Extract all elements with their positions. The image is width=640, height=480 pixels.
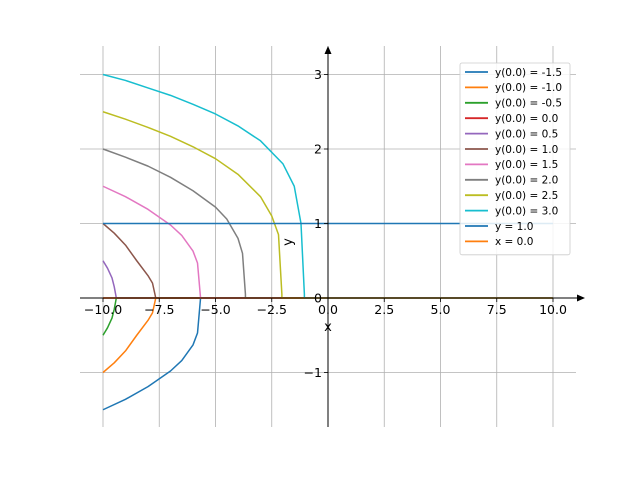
legend-entry: y(0.0) = -0.5 [495,98,562,110]
x-tick-label: 10.0 [539,302,567,317]
series-line-7 [102,148,553,299]
y-tick-label: 3 [314,67,322,82]
x-tick-label: 0.0 [318,302,338,317]
ticks: −10.0 −7.5 −5.0 −2.5 0.0 2.5 5.0 7.5 10.0 −1 0 1 2 3 [84,67,567,380]
x-tick-label: −10.0 [84,302,122,317]
x-axis-label: x [324,320,332,335]
legend-entry: y(0.0) = -1.5 [495,67,562,79]
series-line-8 [102,111,553,299]
x-tick-label: −5.0 [200,302,230,317]
legend-entry: y = 1.0 [495,221,533,233]
x-tick-label: 7.5 [487,302,507,317]
x-axis-arrow [577,294,585,302]
legend-entry: y(0.0) = 2.5 [495,190,558,202]
legend-entry: y(0.0) = 0.5 [495,128,558,140]
x-tick-label: 2.5 [374,302,394,317]
legend: y(0.0) = -1.5 y(0.0) = -1.0 y(0.0) = -0.5 y… [459,62,571,256]
y-axis-arrow [324,46,332,54]
y-axis-label: y [281,238,296,246]
y-tick-label: 1 [314,216,322,231]
y-tick-label: −1 [304,365,322,380]
legend-entry: y(0.0) = 1.0 [495,144,558,156]
axes [80,46,585,427]
legend-entry: y(0.0) = -1.0 [495,82,562,94]
legend-entry: y(0.0) = 1.5 [495,159,558,171]
legend-entry: y(0.0) = 2.0 [495,175,558,187]
series-line-9 [102,73,553,299]
x-tick-label: −2.5 [257,302,287,317]
legend-entry: y(0.0) = 0.0 [495,113,558,125]
legend-box [459,62,571,256]
y-tick-label: 2 [314,142,322,157]
x-tick-label: 5.0 [431,302,451,317]
legend-entry: x = 0.0 [495,236,533,248]
x-tick-label: −7.5 [144,302,174,317]
y-tick-label: 0 [314,291,322,306]
legend-entry: y(0.0) = 3.0 [495,205,558,217]
